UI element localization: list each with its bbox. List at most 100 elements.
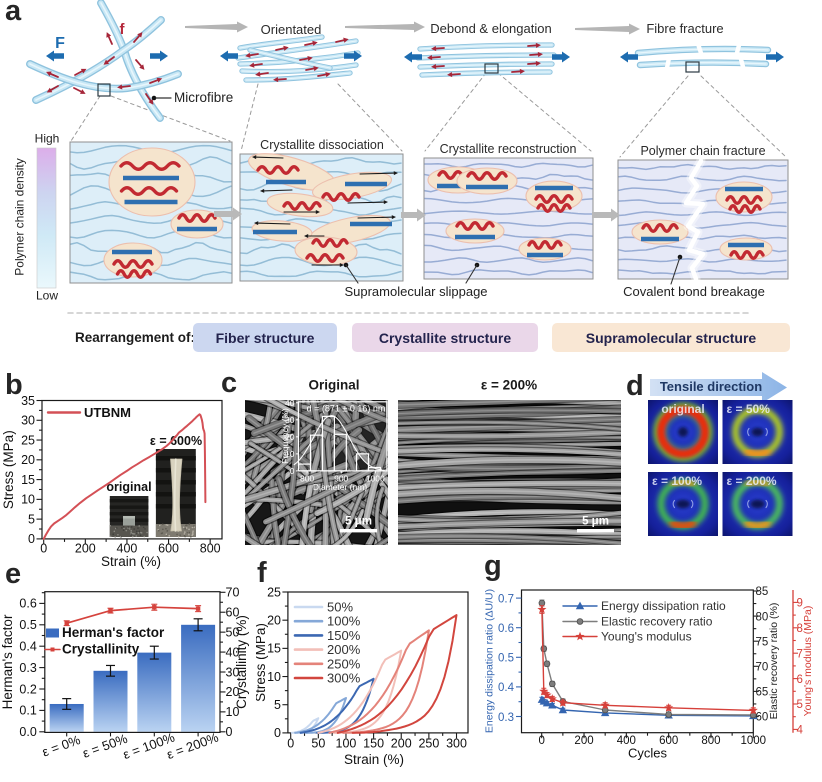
- zoom-box-2: [239, 153, 404, 282]
- micro-force-arrowhead: [148, 99, 154, 105]
- microfibre-strand: [637, 48, 769, 54]
- amorphous-segment: [282, 201, 322, 211]
- hist-y-tick-label: 20: [285, 432, 295, 442]
- speckle: [130, 526, 133, 528]
- panel-label-f: f: [257, 557, 267, 589]
- speckle: [185, 527, 188, 529]
- sem-fibre-highlight: [321, 439, 340, 545]
- y-tick-label: 20: [21, 453, 35, 467]
- speckle: [188, 528, 190, 531]
- sem-fibre-shadow: [398, 400, 621, 404]
- sem-fibre: [328, 400, 388, 475]
- micro-force-arrow: [317, 73, 329, 77]
- sem-fibre: [375, 536, 388, 545]
- zoom-region-marker: [97, 83, 111, 97]
- micro-force-arrowhead: [537, 51, 543, 58]
- speckle: [157, 529, 160, 532]
- speckle: [143, 535, 145, 538]
- x-tick-label: 0: [538, 735, 544, 747]
- crystallite-blob: [719, 237, 773, 261]
- x-axis-title: Strain (%): [344, 752, 404, 767]
- sem-fibre: [281, 400, 301, 545]
- speckle: [140, 524, 143, 527]
- equator-arc-top: [670, 479, 696, 487]
- speckle: [123, 527, 125, 530]
- tensile-direction-label: Tensile direction: [659, 378, 763, 394]
- crystallite-blob: [108, 147, 196, 217]
- badge-crystallite-structure: Crystallite structure: [352, 323, 538, 352]
- marker-star: [600, 700, 610, 710]
- micro-force-arrow: [133, 33, 142, 43]
- box-transition-arrow: [214, 207, 242, 221]
- micro-force-arrow: [145, 93, 153, 103]
- crystallinity-marker: [64, 620, 69, 626]
- speckle: [131, 535, 134, 538]
- left-tick-label: 0.6: [19, 597, 36, 611]
- right-axis-title: Crystallinity (%): [234, 615, 249, 709]
- speckle: [137, 532, 140, 534]
- micro-force-arrowhead: [447, 71, 453, 78]
- x-axis-title: Cycles: [628, 746, 668, 761]
- speckle: [130, 531, 132, 534]
- marker-circle: [543, 660, 551, 668]
- inset-photo-stretched: [155, 449, 196, 538]
- right-tick-label: 30: [226, 665, 240, 679]
- right-tick-label: 70: [226, 586, 240, 600]
- sem-fibre-highlight: [398, 422, 621, 431]
- speckle: [135, 530, 138, 533]
- panel-label-g: g: [484, 550, 502, 582]
- speckle: [136, 532, 138, 535]
- macro-force-arrow: [150, 50, 168, 62]
- micro-force-arrowhead: [325, 71, 331, 78]
- left-tick-label: 0.3: [498, 712, 514, 724]
- x-tick-label: 150: [363, 737, 384, 751]
- amorphous-segment: [641, 223, 679, 233]
- sem-fibre: [398, 400, 621, 402]
- sem-fibre: [398, 429, 621, 439]
- sem-fibre-highlight: [398, 409, 621, 415]
- sem-fibre-highlight: [268, 400, 388, 455]
- micro-force-arrow: [48, 72, 59, 78]
- speckle: [133, 528, 136, 530]
- legend-swatch-marker: [50, 647, 55, 652]
- speckle: [127, 526, 130, 528]
- left-tick-label: 0.4: [498, 682, 515, 694]
- micro-force-arrowhead: [535, 42, 541, 49]
- stage-label-debond: Debond & elongation: [430, 20, 552, 36]
- slip-arrowhead: [339, 263, 344, 267]
- far-right-tick-label: 7: [797, 648, 803, 660]
- micro-force-arrowhead: [245, 52, 251, 58]
- panel-label-c: c: [221, 367, 238, 399]
- macro-force-label: F: [55, 35, 65, 53]
- sem-fibre: [363, 431, 388, 523]
- utbnm-curve: [42, 413, 207, 540]
- sem-fibre: [398, 420, 621, 431]
- sem-image-stretched: [386, 394, 626, 545]
- speckle: [182, 526, 185, 529]
- sem-fibre: [398, 487, 621, 501]
- panel-a-canvas: [26, 0, 789, 314]
- stress-strain-plot: original ε = 600% 0 200 400 600 800 0 5 10 15 20 25 3…: [1, 394, 223, 569]
- sem-fibre-highlight: [386, 394, 626, 400]
- marker-triangle: [542, 698, 552, 707]
- marker-star: [542, 690, 552, 699]
- stage-transition-arrow: [345, 21, 425, 33]
- slip-arrow: [359, 172, 397, 175]
- micro-force-arrow: [73, 87, 84, 94]
- sem-fibre-highlight: [334, 510, 364, 545]
- sem-fibre-highlight: [398, 490, 621, 499]
- speckle: [138, 525, 141, 527]
- micro-force-arrow: [275, 47, 287, 51]
- micro-force-arrowhead: [106, 32, 112, 38]
- orientated-bundle-sketch: [220, 34, 403, 152]
- sem-fibre: [334, 400, 388, 424]
- micro-force-arrow: [511, 70, 523, 73]
- right-tick-label: 50: [226, 625, 240, 639]
- sem-fibre-highlight: [338, 400, 388, 422]
- hist-bar: [355, 453, 370, 472]
- hist-y-tick-label: 30: [285, 415, 295, 425]
- speckle: [160, 532, 163, 535]
- left-tick-label: 0.6: [498, 623, 514, 635]
- sem-fibre-highlight: [278, 478, 311, 545]
- x-tick-label: 400: [117, 542, 138, 556]
